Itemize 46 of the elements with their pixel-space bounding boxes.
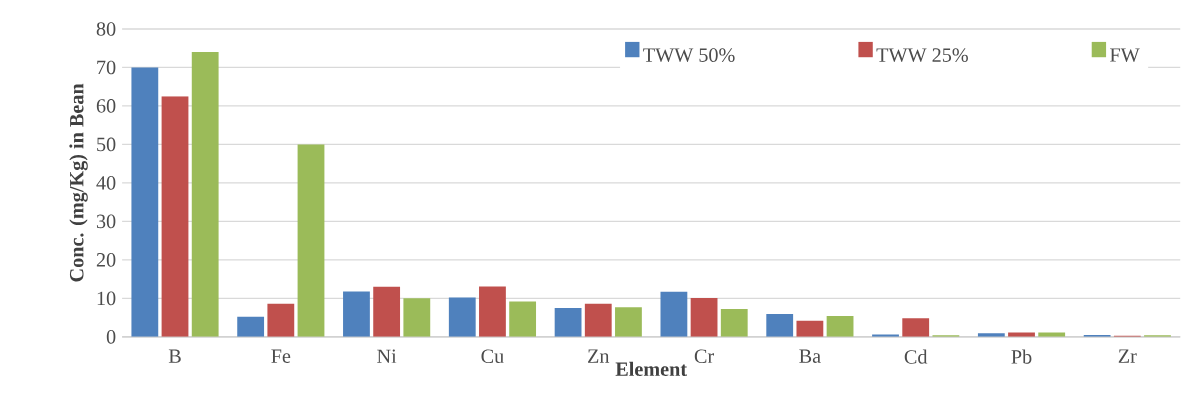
bar — [131, 67, 159, 337]
bar — [660, 291, 688, 337]
x-tick-label: Cu — [481, 349, 504, 364]
bar — [796, 320, 824, 337]
bar — [297, 144, 325, 337]
bar — [373, 286, 401, 337]
y-tick-label: 80 — [96, 22, 116, 36]
x-tick-label: Pb — [1011, 349, 1032, 364]
bar — [902, 318, 930, 337]
y-axis-title: Conc. (mg/Kg) in Bean — [69, 83, 88, 282]
bar — [191, 52, 219, 337]
x-tick-label: B — [168, 349, 181, 363]
x-tick-label: Ba — [799, 349, 821, 363]
bar — [479, 286, 506, 337]
legend-label: FW — [1110, 48, 1140, 62]
bar — [554, 307, 582, 337]
bar — [584, 303, 612, 337]
y-tick-label: 10 — [97, 291, 116, 306]
legend-label: TWW 50% — [643, 48, 735, 63]
bar — [720, 309, 748, 337]
x-tick-label: Cd — [904, 349, 928, 364]
y-tick-label: 50 — [97, 137, 116, 152]
bar — [161, 96, 189, 337]
x-tick-label: Zr — [1118, 349, 1137, 363]
x-tick-label: Fe — [271, 349, 291, 363]
y-tick-label: 0 — [106, 330, 116, 344]
bar — [826, 316, 854, 337]
y-tick-label: 70 — [97, 60, 116, 75]
x-tick-label: Ni — [377, 349, 397, 363]
bar — [267, 303, 295, 337]
bar — [448, 297, 476, 337]
bar — [615, 307, 642, 337]
y-tick-label: 40 — [96, 176, 116, 190]
x-tick-label: Zn — [588, 349, 610, 363]
y-tick-label: 30 — [96, 214, 116, 229]
bar — [237, 316, 265, 337]
bar — [690, 297, 718, 337]
y-tick-label: 20 — [96, 253, 116, 267]
x-tick-label: Cr — [694, 349, 714, 364]
bar — [343, 291, 370, 337]
x-axis-title: Element — [615, 361, 687, 376]
y-tick-label: 60 — [96, 99, 116, 113]
legend-label: TWW 25% — [876, 48, 968, 63]
bar — [509, 301, 537, 337]
bar — [403, 298, 431, 337]
bar — [766, 314, 794, 337]
